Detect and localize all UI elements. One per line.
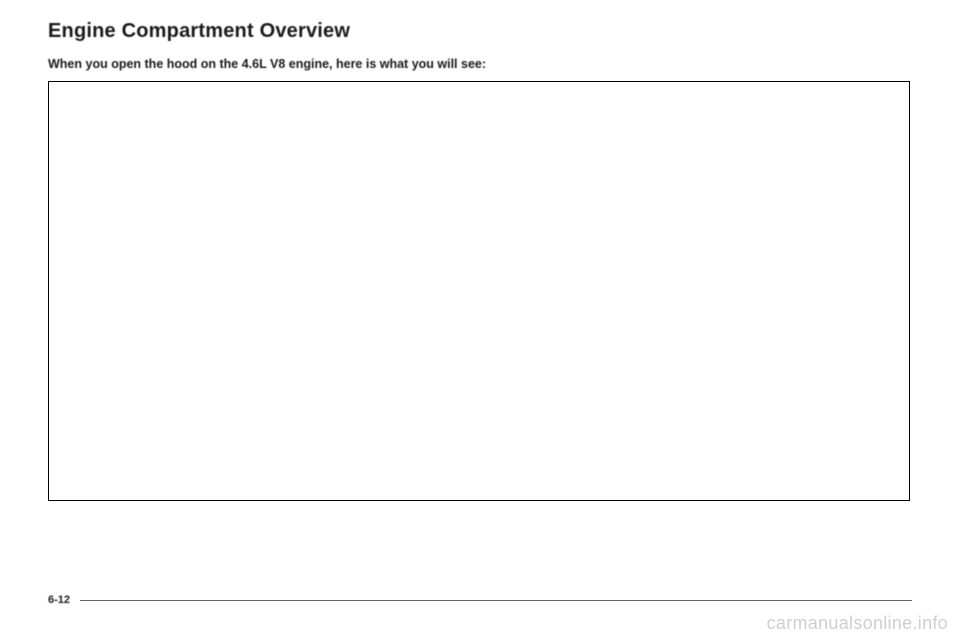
page-title: Engine Compartment Overview: [48, 20, 912, 43]
page-footer: 6-12: [48, 594, 912, 606]
page-number: 6-12: [48, 594, 70, 606]
watermark-text: carmanualsonline.info: [767, 613, 948, 634]
intro-text: When you open the hood on the 4.6L V8 en…: [48, 57, 912, 71]
document-page: Engine Compartment Overview When you ope…: [0, 0, 960, 640]
diagram-placeholder: [48, 81, 910, 501]
footer-divider: [80, 600, 912, 601]
